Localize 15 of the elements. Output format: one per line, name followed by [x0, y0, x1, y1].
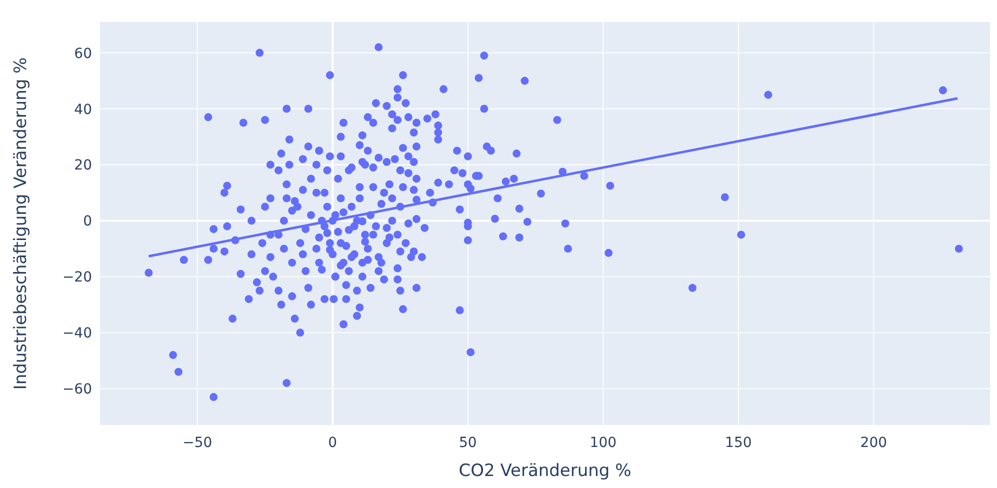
- y-tick-label: −20: [62, 270, 92, 286]
- x-tick-label: 200: [860, 435, 888, 451]
- y-tick-label: 0: [83, 214, 92, 230]
- y-tick-label: −60: [62, 382, 92, 398]
- y-tick-label: 20: [74, 158, 92, 174]
- x-tick-label: 100: [590, 435, 617, 451]
- y-tick-label: 40: [74, 102, 92, 118]
- y-axis-title: Industriebeschäftigung Veränderung %: [11, 57, 31, 390]
- y-tick-label: 60: [74, 46, 92, 62]
- x-tick-label: −50: [182, 435, 212, 451]
- x-tick-label: 0: [328, 435, 338, 451]
- y-tick-label: −40: [62, 326, 92, 342]
- x-axis-title: CO2 Veränderung %: [458, 461, 632, 481]
- x-tick-label: 50: [458, 435, 477, 451]
- x-tick-label: 150: [725, 435, 752, 451]
